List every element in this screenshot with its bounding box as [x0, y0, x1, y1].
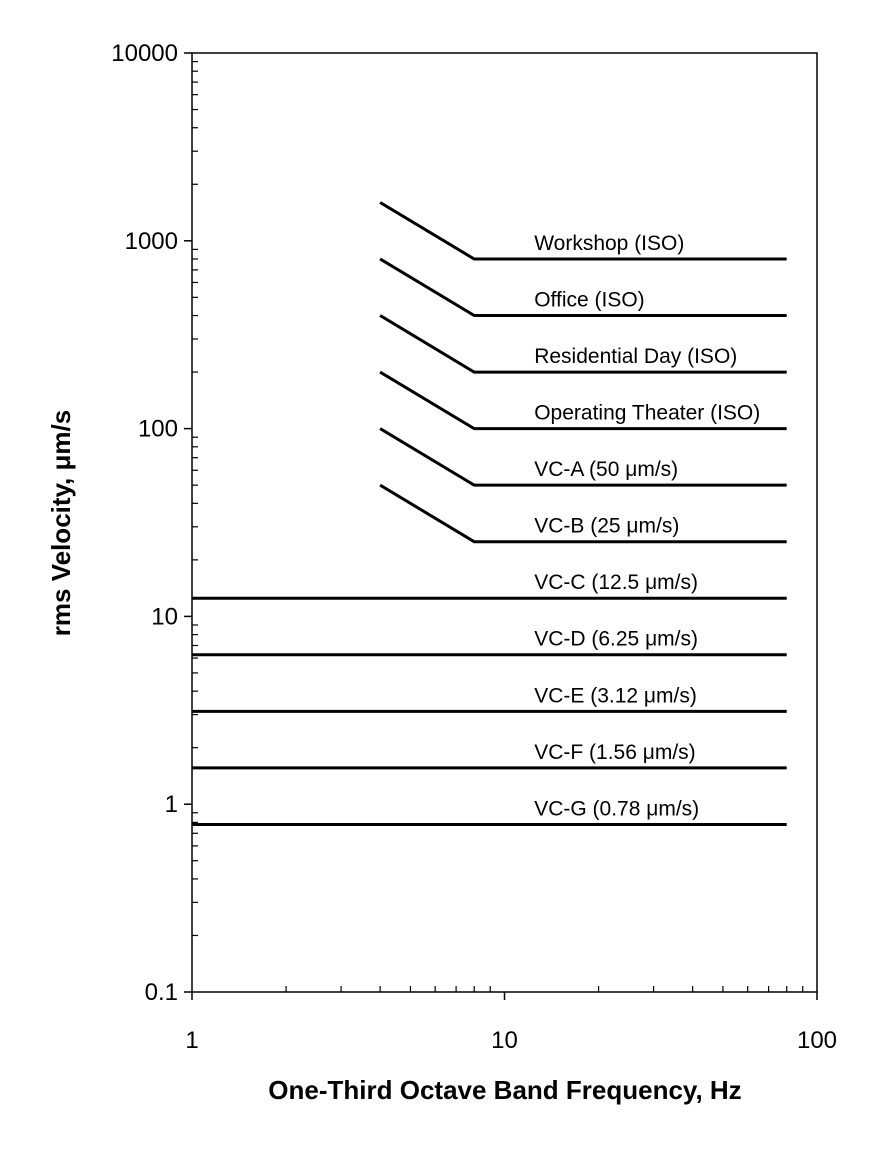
series-line	[379, 201, 787, 261]
major-ticks	[184, 52, 818, 1000]
series-label: VC-D (6.25 μm/s)	[534, 628, 698, 651]
y-tick-label: 100	[138, 416, 178, 443]
y-tick-label: 0.1	[145, 979, 178, 1006]
x-tick-labels: 1 10 100	[185, 1027, 837, 1054]
series-line	[379, 314, 787, 374]
series-label: VC-B (25 μm/s)	[534, 515, 679, 538]
series-label: VC-A (50 μm/s)	[534, 458, 678, 481]
series-label: VC-F (1.56 μm/s)	[534, 741, 695, 764]
series-label: Workshop (ISO)	[534, 232, 684, 255]
y-axis-title: rms Velocity, μm/s	[46, 410, 76, 636]
series-labels: Workshop (ISO) Office (ISO) Residential Da…	[534, 232, 760, 820]
series-label: VC-C (12.5 μm/s)	[534, 571, 698, 594]
series-lines	[192, 201, 787, 826]
series-line	[379, 370, 787, 431]
series-label: Operating Theater (ISO)	[534, 402, 760, 425]
series-label: VC-G (0.78 μm/s)	[534, 797, 699, 820]
series-line	[379, 483, 787, 544]
y-tick-label: 1000	[125, 228, 178, 255]
x-tick-label: 1	[185, 1027, 198, 1054]
y-tick-label: 1	[165, 791, 178, 818]
minor-ticks	[192, 60, 804, 992]
y-tick-label: 10	[151, 603, 178, 630]
series-line	[379, 427, 787, 487]
x-tick-label: 100	[797, 1027, 837, 1054]
series-label: Office (ISO)	[534, 289, 644, 312]
y-tick-labels: 0.1 1 10 100 1000 10000	[111, 40, 178, 1006]
x-axis-title: One-Third Octave Band Frequency, Hz	[268, 1075, 741, 1105]
series-label: VC-E (3.12 μm/s)	[534, 684, 697, 707]
series-label: Residential Day (ISO)	[534, 345, 737, 368]
plot-area-frame	[191, 52, 818, 993]
x-tick-label: 10	[491, 1027, 518, 1054]
y-tick-label: 10000	[111, 40, 178, 67]
series-line	[379, 257, 787, 317]
